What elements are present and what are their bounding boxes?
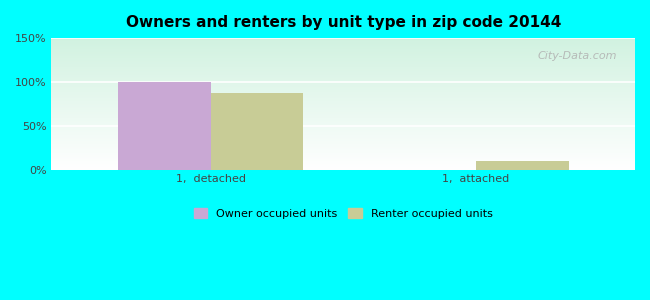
Bar bbox=[476, 161, 569, 170]
Text: City-Data.com: City-Data.com bbox=[538, 51, 617, 61]
Bar bbox=[118, 82, 211, 170]
Legend: Owner occupied units, Renter occupied units: Owner occupied units, Renter occupied un… bbox=[194, 208, 493, 219]
Bar bbox=[211, 93, 304, 170]
Title: Owners and renters by unit type in zip code 20144: Owners and renters by unit type in zip c… bbox=[125, 15, 561, 30]
